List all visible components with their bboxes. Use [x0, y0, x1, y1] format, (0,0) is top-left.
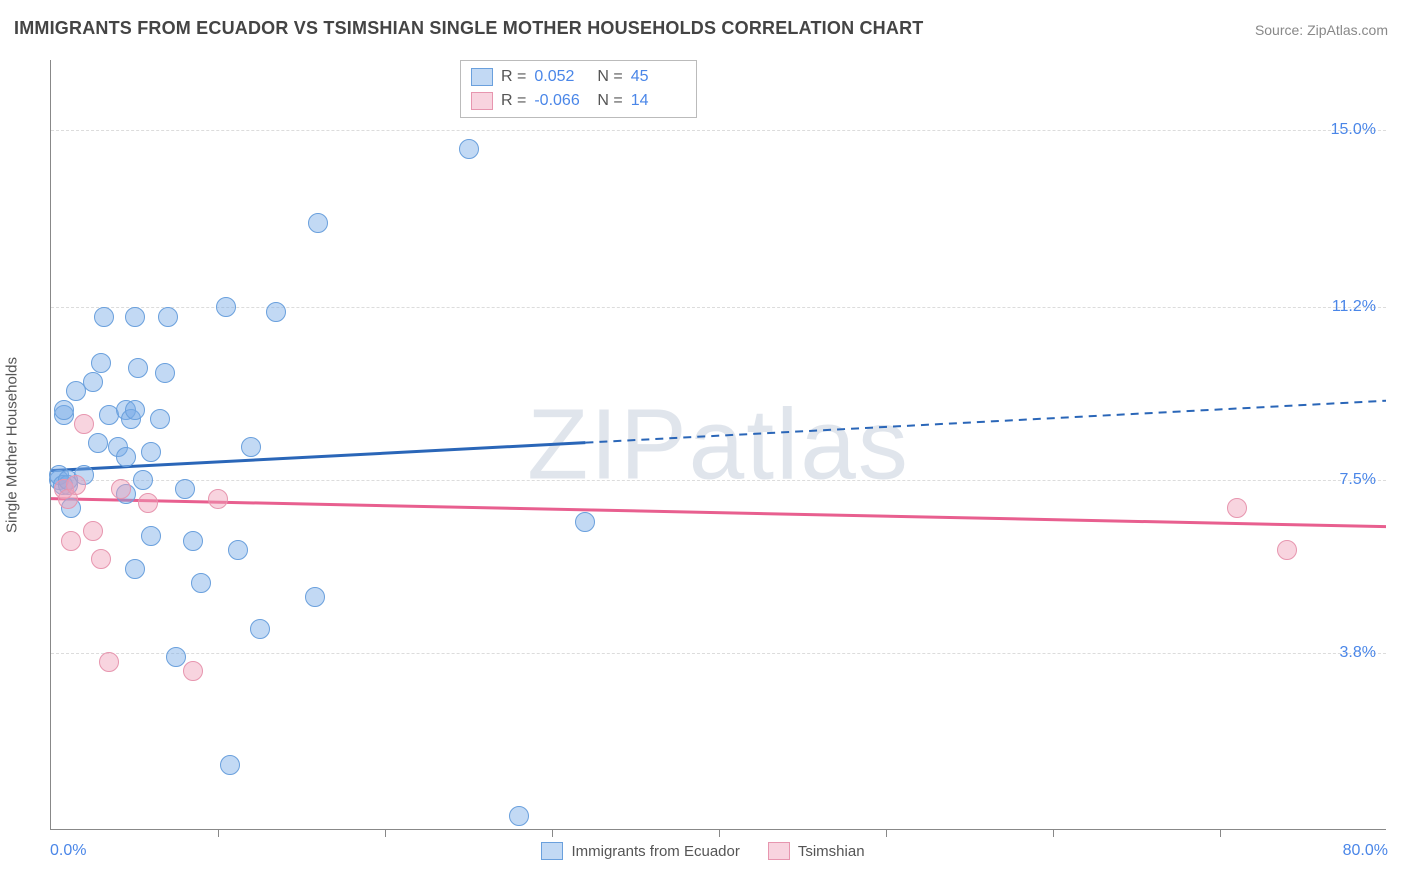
data-point-series-0	[54, 400, 74, 420]
data-point-series-1	[66, 475, 86, 495]
data-point-series-0	[158, 307, 178, 327]
legend-swatch-bottom-1	[768, 842, 790, 860]
legend-swatch-0	[471, 68, 493, 86]
correlation-legend: R = 0.052 N = 45 R = -0.066 N = 14	[460, 60, 697, 118]
data-point-series-0	[141, 526, 161, 546]
data-point-series-1	[183, 661, 203, 681]
chart-container: IMMIGRANTS FROM ECUADOR VS TSIMSHIAN SIN…	[0, 0, 1406, 892]
gridline-h	[51, 480, 1386, 481]
data-point-series-1	[83, 521, 103, 541]
chart-title: IMMIGRANTS FROM ECUADOR VS TSIMSHIAN SIN…	[14, 18, 923, 39]
plot-area: ZIPatlas 3.8% 7.5% 11.2% 15.0%	[50, 60, 1386, 830]
y-tick-label: 11.2%	[1332, 298, 1376, 316]
x-tick	[385, 829, 386, 837]
data-point-series-0	[125, 400, 145, 420]
legend-row-series-0: R = 0.052 N = 45	[471, 65, 686, 89]
data-point-series-0	[94, 307, 114, 327]
legend-label-1: Tsimshian	[798, 843, 865, 860]
data-point-series-1	[111, 479, 131, 499]
data-point-series-0	[228, 540, 248, 560]
data-point-series-0	[575, 512, 595, 532]
legend-R-value-0: 0.052	[534, 68, 589, 86]
data-point-series-0	[155, 363, 175, 383]
x-tick	[1220, 829, 1221, 837]
y-axis-label: Single Mother Households	[4, 357, 21, 533]
data-point-series-1	[74, 414, 94, 434]
data-point-series-1	[1227, 498, 1247, 518]
data-point-series-1	[138, 493, 158, 513]
data-point-series-0	[216, 297, 236, 317]
data-point-series-0	[125, 559, 145, 579]
x-tick	[1053, 829, 1054, 837]
data-point-series-0	[191, 573, 211, 593]
data-point-series-0	[133, 470, 153, 490]
gridline-h	[51, 307, 1386, 308]
legend-N-label: N =	[597, 68, 622, 86]
data-point-series-0	[308, 213, 328, 233]
data-point-series-1	[91, 549, 111, 569]
data-point-series-0	[150, 409, 170, 429]
y-tick-label: 15.0%	[1331, 121, 1376, 139]
data-point-series-0	[459, 139, 479, 159]
legend-R-label: R =	[501, 92, 526, 110]
data-point-series-0	[175, 479, 195, 499]
data-point-series-1	[99, 652, 119, 672]
data-point-series-0	[305, 587, 325, 607]
data-point-series-0	[509, 806, 529, 826]
data-point-series-0	[250, 619, 270, 639]
legend-R-value-1: -0.066	[534, 92, 589, 110]
data-point-series-0	[125, 307, 145, 327]
legend-N-value-1: 14	[631, 92, 686, 110]
source-attribution: Source: ZipAtlas.com	[1255, 22, 1388, 38]
series-legend: Immigrants from Ecuador Tsimshian	[0, 842, 1406, 860]
x-tick	[218, 829, 219, 837]
legend-swatch-1	[471, 92, 493, 110]
legend-row-series-1: R = -0.066 N = 14	[471, 89, 686, 113]
data-point-series-0	[241, 437, 261, 457]
legend-item-1: Tsimshian	[768, 842, 865, 860]
data-point-series-0	[266, 302, 286, 322]
legend-N-value-0: 45	[631, 68, 686, 86]
data-point-series-0	[116, 447, 136, 467]
data-point-series-0	[220, 755, 240, 775]
y-tick-label: 7.5%	[1340, 471, 1376, 489]
legend-N-label: N =	[597, 92, 622, 110]
watermark-text: ZIPatlas	[527, 387, 910, 502]
data-point-series-1	[208, 489, 228, 509]
data-point-series-0	[141, 442, 161, 462]
x-tick	[552, 829, 553, 837]
legend-swatch-bottom-0	[541, 842, 563, 860]
data-point-series-0	[83, 372, 103, 392]
data-point-series-1	[61, 531, 81, 551]
x-tick	[886, 829, 887, 837]
y-tick-label: 3.8%	[1340, 644, 1376, 662]
data-point-series-0	[88, 433, 108, 453]
legend-label-0: Immigrants from Ecuador	[571, 843, 739, 860]
x-tick	[719, 829, 720, 837]
legend-item-0: Immigrants from Ecuador	[541, 842, 739, 860]
data-point-series-0	[166, 647, 186, 667]
data-point-series-0	[128, 358, 148, 378]
data-point-series-0	[183, 531, 203, 551]
gridline-h	[51, 130, 1386, 131]
gridline-h	[51, 653, 1386, 654]
data-point-series-1	[1277, 540, 1297, 560]
legend-R-label: R =	[501, 68, 526, 86]
data-point-series-0	[91, 353, 111, 373]
